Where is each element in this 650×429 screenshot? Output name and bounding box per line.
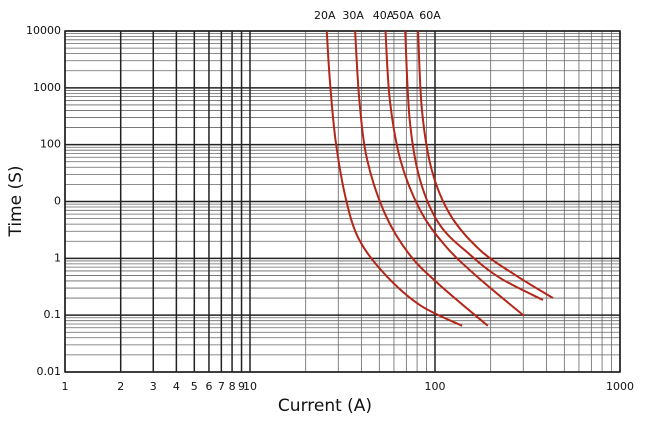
x-tick-label: 4	[173, 380, 180, 393]
curve	[404, 30, 544, 301]
series-label: 30A	[342, 9, 364, 22]
curve	[354, 30, 489, 327]
plot-frame	[64, 30, 621, 373]
y-tick-label: 0.1	[44, 308, 62, 321]
y-tick-label: 0	[54, 195, 61, 208]
x-tick-label: 1000	[606, 380, 634, 393]
y-tick-label: 1	[54, 251, 61, 264]
x-tick-label: 2	[117, 380, 124, 393]
y-axis-title: Time (S)	[6, 165, 26, 237]
y-tick-label: 100	[40, 138, 61, 151]
curve	[325, 30, 463, 327]
series-label: 40A	[373, 9, 395, 22]
series-label: 50A	[392, 9, 414, 22]
x-axis-title: Current (A)	[278, 396, 372, 416]
x-tick-label: 5	[191, 380, 198, 393]
series-label: 60A	[419, 9, 441, 22]
x-tick-label: 9	[238, 380, 245, 393]
series-label: 20A	[314, 9, 336, 22]
x-tick-label: 10	[243, 380, 257, 393]
y-tick-label: 1000	[33, 81, 61, 94]
x-tick-label: 6	[205, 380, 212, 393]
x-tick-label: 3	[150, 380, 157, 393]
curve	[384, 30, 525, 317]
x-tick-label: 8	[229, 380, 236, 393]
curve	[417, 30, 554, 299]
x-tick-label: 1	[62, 380, 69, 393]
x-tick-label: 7	[218, 380, 225, 393]
y-tick-label: 0.01	[37, 365, 62, 378]
y-tick-label: 10000	[26, 24, 61, 37]
x-tick-label: 100	[425, 380, 446, 393]
